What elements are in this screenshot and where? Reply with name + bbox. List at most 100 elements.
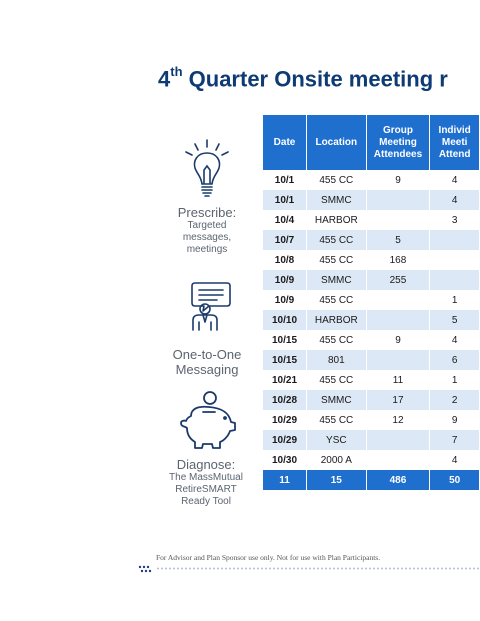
cell-date: 10/28	[263, 390, 307, 410]
page-title: 4th Quarter Onsite meeting r	[158, 64, 448, 92]
cell-group-attendees	[366, 310, 431, 330]
cell-individual-attendees: 2	[429, 390, 480, 410]
cell-location: 455 CC	[306, 290, 367, 310]
cell-date: 10/21	[263, 370, 307, 390]
cell-date: 10/9	[263, 270, 307, 290]
cell-individual-attendees: 4	[429, 330, 480, 350]
diagnose-sub-1: The MassMutual	[169, 472, 243, 483]
cell-date: 10/10	[263, 310, 307, 330]
prescribe-block: Prescribe: Targeted messages, meetings	[168, 138, 246, 256]
cell-date: 10/15	[263, 350, 307, 370]
table-row: 10/15 455 CC 9 4	[263, 330, 480, 350]
meetings-table: Date Location Group Meeting Attendees Indi…	[263, 115, 480, 490]
cell-group-attendees	[366, 210, 431, 230]
cell-location: 455 CC	[306, 170, 367, 190]
cell-location: SMMC	[306, 270, 367, 290]
table-row: 10/29 YSC 7	[263, 430, 480, 450]
cell-group-attendees	[366, 290, 431, 310]
cell-location: 455 CC	[306, 370, 367, 390]
header-group-attendees: Group Meeting Attendees	[366, 115, 431, 170]
table-row: 10/9 SMMC 255	[263, 270, 480, 290]
messaging-label-2: Messaging	[175, 362, 239, 377]
total-location: 15	[306, 470, 367, 490]
diagnose-sub-3: Ready Tool	[181, 496, 231, 507]
messaging-label-1: One-to-One	[172, 347, 242, 362]
table-row: 10/15 801 6	[263, 350, 480, 370]
cell-location: 801	[306, 350, 367, 370]
cell-group-attendees: 9	[366, 170, 431, 190]
cell-date: 10/15	[263, 330, 307, 350]
header-date: Date	[263, 115, 307, 170]
cell-individual-attendees: 5	[429, 310, 480, 330]
header-location: Location	[306, 115, 367, 170]
total-individual-attendees: 50	[429, 470, 480, 490]
cell-location: HARBOR	[306, 310, 367, 330]
cell-individual-attendees: 3	[429, 210, 480, 230]
cell-individual-attendees: 4	[429, 450, 480, 470]
table-row: 10/21 455 CC 11 1	[263, 370, 480, 390]
cell-date: 10/30	[263, 450, 307, 470]
table-row: 10/1 455 CC 9 4	[263, 170, 480, 190]
dots-logo-icon	[138, 565, 152, 573]
table-body: 10/1 455 CC 9 4 10/1 SMMC 4 10/4 HARBOR 3 10/7 455 …	[263, 170, 480, 490]
messaging-block: One-to-One Messaging	[164, 280, 250, 377]
cell-date: 10/29	[263, 430, 307, 450]
total-date: 11	[263, 470, 307, 490]
cell-individual-attendees: 4	[429, 170, 480, 190]
table-row: 10/28 SMMC 17 2	[263, 390, 480, 410]
cell-date: 10/8	[263, 250, 307, 270]
cell-individual-attendees: 1	[429, 290, 480, 310]
cell-individual-attendees	[429, 250, 480, 270]
cell-group-attendees	[366, 190, 431, 210]
table-total-row: 11 15 486 50	[263, 470, 480, 490]
cell-individual-attendees: 1	[429, 370, 480, 390]
prescribe-sub-2: messages,	[182, 232, 232, 243]
table-row: 10/1 SMMC 4	[263, 190, 480, 210]
cell-individual-attendees	[429, 270, 480, 290]
cell-date: 10/29	[263, 410, 307, 430]
cell-group-attendees: 5	[366, 230, 431, 250]
cell-individual-attendees: 6	[429, 350, 480, 370]
presenter-icon	[191, 282, 231, 331]
table-row: 10/7 455 CC 5	[263, 230, 480, 250]
table-row: 10/9 455 CC 1	[263, 290, 480, 310]
cell-individual-attendees: 9	[429, 410, 480, 430]
cell-location: YSC	[306, 430, 367, 450]
footer-disclaimer: For Advisor and Plan Sponsor use only. N…	[156, 553, 381, 562]
cell-location: HARBOR	[306, 210, 367, 230]
cell-location: 455 CC	[306, 250, 367, 270]
table-row: 10/4 HARBOR 3	[263, 210, 480, 230]
piggy-bank-icon	[180, 391, 236, 449]
cell-group-attendees	[366, 450, 431, 470]
cell-date: 10/7	[263, 230, 307, 250]
lightbulb-icon	[185, 139, 229, 197]
diagnose-label: Diagnose:	[176, 457, 236, 472]
prescribe-label: Prescribe:	[177, 205, 237, 220]
cell-location: SMMC	[306, 390, 367, 410]
table-row: 10/29 455 CC 12 9	[263, 410, 480, 430]
cell-individual-attendees: 7	[429, 430, 480, 450]
table-row: 10/8 455 CC 168	[263, 250, 480, 270]
cell-date: 10/9	[263, 290, 307, 310]
cell-individual-attendees	[429, 230, 480, 250]
cell-group-attendees: 168	[366, 250, 431, 270]
table-row: 10/30 2000 A 4	[263, 450, 480, 470]
cell-group-attendees: 9	[366, 330, 431, 350]
cell-group-attendees: 12	[366, 410, 431, 430]
table-row: 10/10 HARBOR 5	[263, 310, 480, 330]
cell-group-attendees	[366, 350, 431, 370]
cell-individual-attendees: 4	[429, 190, 480, 210]
prescribe-sub-3: meetings	[186, 244, 228, 255]
header-individual-attendees: Individ Meeti Attend	[429, 115, 480, 170]
cell-location: 455 CC	[306, 410, 367, 430]
cell-location: SMMC	[306, 190, 367, 210]
cell-location: 455 CC	[306, 230, 367, 250]
cell-group-attendees: 11	[366, 370, 431, 390]
cell-date: 10/4	[263, 210, 307, 230]
diagnose-sub-2: RetireSMART	[175, 484, 237, 495]
cell-location: 455 CC	[306, 330, 367, 350]
cell-group-attendees	[366, 430, 431, 450]
cell-date: 10/1	[263, 190, 307, 210]
dotted-divider	[156, 567, 480, 570]
